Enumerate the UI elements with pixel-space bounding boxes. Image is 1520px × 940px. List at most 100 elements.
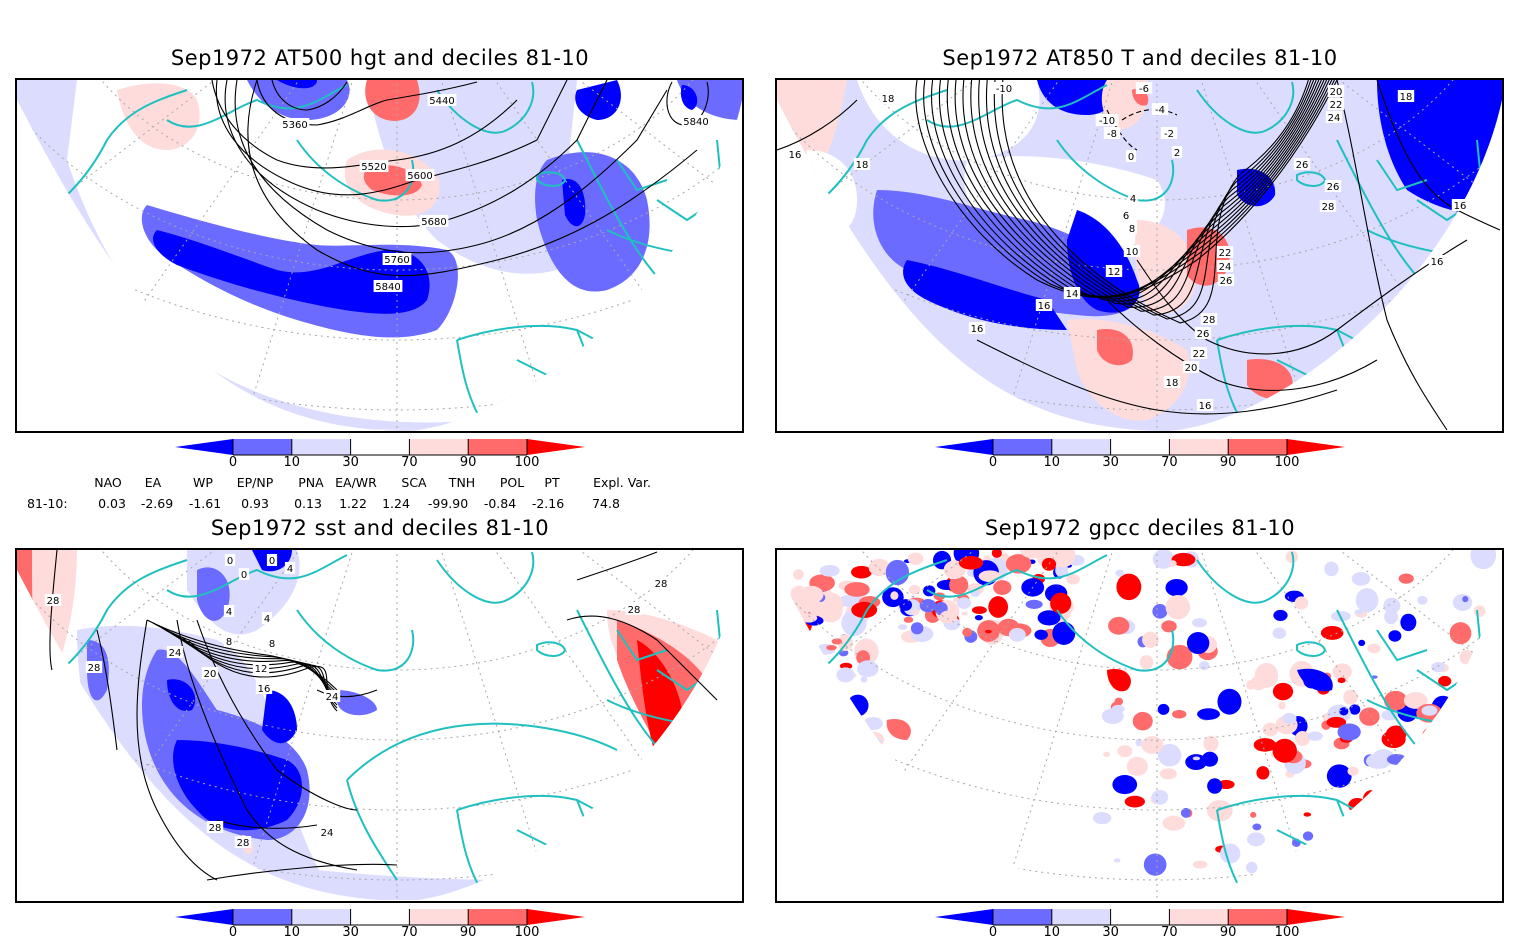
below-normal-baffin [197, 567, 230, 621]
decile-patch [1403, 692, 1428, 709]
colorbar-tick-label: 100 [514, 455, 540, 470]
contour-label-box [1190, 347, 1208, 359]
decile-patch [797, 747, 817, 764]
decile-patch [1375, 800, 1394, 815]
decile-patch [1192, 860, 1208, 869]
decile-patch [988, 596, 1009, 618]
decile-patch [1372, 822, 1397, 848]
decile-patch [823, 692, 843, 708]
decile-patch [1253, 738, 1277, 752]
decile-patch [1354, 609, 1364, 615]
panel-title-z500: Sep1972 AT500 hgt and deciles 81-10 [170, 46, 590, 70]
contour-18-east [1376, 80, 1501, 231]
colorbar-tick-label: 90 [459, 925, 477, 940]
decile-patch [1143, 853, 1167, 876]
contour-label: -2 [1164, 129, 1174, 140]
contour-label-box [1163, 376, 1181, 388]
contour-label-box [1319, 200, 1337, 212]
decile-patch [897, 624, 908, 630]
decile-patch [1207, 778, 1223, 794]
panel-title-t850: Sep1972 AT850 T and deciles 81-10 [942, 46, 1338, 70]
decile-patch [1152, 604, 1168, 619]
colorbar-bin-10-30 [1051, 439, 1111, 455]
decile-patch [847, 777, 870, 792]
panel-title-gpcc: Sep1972 gpcc deciles 81-10 [984, 516, 1296, 540]
colorbar-tick-label: 70 [1161, 925, 1178, 940]
contour-label: 18 [1166, 378, 1179, 389]
decile-patch [848, 721, 859, 727]
colorbar-tick-label: 0 [228, 455, 238, 470]
sst-contour-28-coast [96, 629, 118, 751]
coastline-segment [166, 554, 348, 598]
decile-patch [1376, 820, 1386, 829]
decile-patch [795, 687, 811, 697]
decile-patch [1151, 789, 1169, 805]
index-header: EA/WR [335, 475, 377, 490]
contour-label-box [1126, 222, 1138, 234]
much-below-scandinavia [575, 80, 621, 120]
contour-5680 [224, 80, 608, 228]
decile-patch [792, 569, 804, 580]
sst-contour-28-south [216, 819, 318, 829]
decile-patch [1449, 622, 1472, 645]
index-header: POL [499, 475, 525, 490]
contour-label: -6 [1139, 84, 1149, 95]
colorbar-tick-label: 30 [342, 925, 359, 940]
contour-neg-2 [1121, 109, 1178, 121]
colorbar-tick-label: 70 [1161, 455, 1178, 470]
contour-label: 24 [326, 692, 339, 703]
contour-label: 26 [1327, 182, 1340, 193]
index-value: 1.24 [382, 496, 410, 511]
colorbar-lower-extension [935, 909, 993, 925]
decile-patch [1245, 861, 1258, 874]
temperature-contour [985, 80, 1315, 316]
much-below-atlantic [903, 260, 1067, 330]
contour-label-box [1063, 287, 1081, 299]
contour-label-box [1105, 265, 1123, 277]
contour-label-box [255, 682, 273, 694]
contour-label: 16 [258, 684, 271, 695]
index-header: PNA [298, 475, 324, 490]
sst-contour-gradient [176, 634, 338, 706]
decile-patch [837, 782, 855, 801]
decile-patch [823, 745, 843, 763]
contour-label: 10 [1126, 247, 1139, 258]
contour-label-box [252, 662, 270, 674]
contour-label: 28 [1322, 202, 1335, 213]
decile-patch [1326, 764, 1352, 788]
contour-label: -10 [996, 84, 1012, 95]
map-panel-z500: 5360 5440 5520 5600 5680 5760 5840 5840 [15, 78, 744, 433]
contour-label: 5600 [407, 171, 432, 182]
coastline-segment [536, 171, 566, 187]
contour-label-box [1120, 209, 1132, 221]
coastline-segment [296, 609, 415, 672]
decile-patch [826, 644, 837, 651]
index-value: 0.13 [294, 496, 322, 511]
contour-label: 28 [47, 596, 60, 607]
below-normal-atlantic [873, 190, 1139, 317]
contours-t850: -10 -6-4-10-8 -220181618468101214161622242… [777, 80, 1501, 431]
map-viewport-1: -10 -6-4-10-8 -220181618468101214161622242… [777, 80, 1502, 431]
decile-patch [1295, 731, 1311, 746]
much-below-arctic [277, 80, 317, 89]
colorbar-bin-30-70 [350, 909, 410, 925]
contour-label: 14 [1066, 289, 1079, 300]
contour-label: 28 [237, 838, 250, 849]
colorbar-lower-extension [175, 439, 233, 455]
decile-patch [1115, 569, 1125, 577]
decile-patch [854, 729, 864, 739]
decile-patch [1343, 689, 1358, 705]
decile-patch [807, 732, 824, 744]
contour-label: 20 [1330, 87, 1343, 98]
index-header: NAO [94, 475, 122, 490]
decile-patch [1108, 616, 1130, 635]
contour-label-box [1151, 103, 1169, 115]
contour-label-box [879, 92, 897, 104]
contour-label-box [1325, 111, 1343, 123]
decile-patch [1135, 738, 1143, 747]
below-normal-arctic [247, 80, 350, 120]
decile-patch [1256, 766, 1270, 780]
contour-label: 28 [1203, 315, 1216, 326]
map-panel-t850: -10 -6 -4 -10 -8 -2 2 0 18 16 18 4 6 8 10 12 14 16 16 22 24 2… [775, 78, 1504, 433]
